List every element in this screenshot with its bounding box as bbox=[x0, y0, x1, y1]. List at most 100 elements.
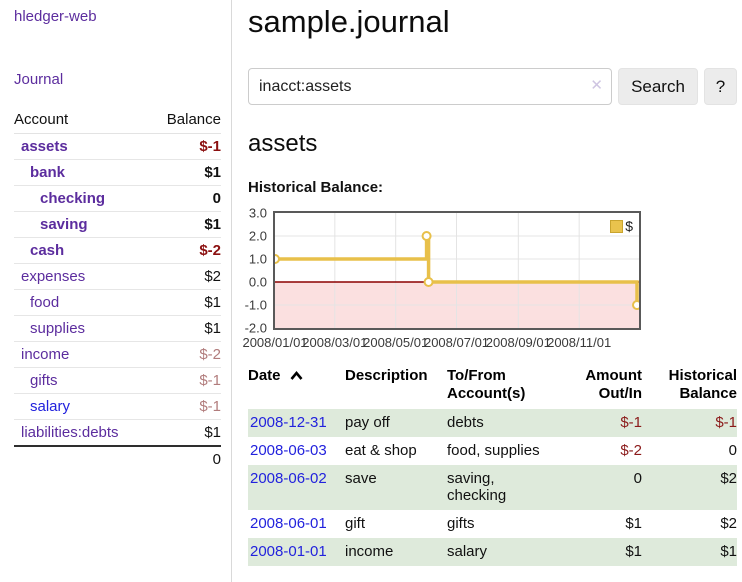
accounts-header-row: Account Balance bbox=[14, 109, 221, 134]
account-row: expenses $2 bbox=[14, 263, 221, 290]
accounts-total-spacer bbox=[14, 445, 151, 472]
account-cell: saving bbox=[14, 211, 151, 238]
account-cell: cash bbox=[14, 237, 151, 264]
register-date-cell: 2008-06-02 bbox=[248, 465, 345, 510]
search-bar: ✕ Search ? bbox=[248, 68, 737, 105]
date-link[interactable]: 2008-06-01 bbox=[250, 515, 327, 532]
chart-plot-area: $ bbox=[273, 211, 641, 330]
register-description-cell: save bbox=[345, 465, 447, 510]
register-header-row: Date Description To/From Account(s) Amou… bbox=[248, 364, 737, 409]
register-balance-cell: $1 bbox=[644, 538, 737, 566]
date-link[interactable]: 2008-12-31 bbox=[250, 414, 327, 431]
chart-x-axis: 2008/01/01 2008/03/01 2008/05/01 2008/07/01… bbox=[242, 334, 641, 350]
account-link[interactable]: assets bbox=[21, 138, 68, 155]
register-date-cell: 2008-12-31 bbox=[248, 409, 345, 437]
account-row: salary $-1 bbox=[14, 393, 221, 420]
register-row: 2008-01-01 income salary $1 $1 bbox=[248, 538, 737, 566]
sidebar-nav: Journal bbox=[14, 71, 221, 89]
account-link[interactable]: supplies bbox=[30, 320, 86, 337]
account-balance: $1 bbox=[150, 289, 221, 316]
search-button[interactable]: Search bbox=[618, 68, 698, 105]
register-date-cell: 2008-06-01 bbox=[248, 510, 345, 538]
accounts-header-balance: Balance bbox=[150, 109, 221, 134]
register-header-date[interactable]: Date bbox=[248, 364, 345, 409]
sort-asc-icon bbox=[290, 370, 303, 380]
register-date-cell: 2008-01-01 bbox=[248, 538, 345, 566]
account-row: income $-2 bbox=[14, 341, 221, 368]
chart-legend: $ bbox=[609, 217, 634, 235]
account-link[interactable]: gifts bbox=[30, 372, 58, 389]
account-link[interactable]: income bbox=[21, 346, 70, 363]
register-balance-cell: $2 bbox=[644, 465, 737, 510]
account-row: cash $-2 bbox=[14, 237, 221, 264]
register-accounts-cell: food, supplies bbox=[447, 442, 540, 459]
account-balance: $2 bbox=[150, 263, 221, 290]
register-amount-cell: $-2 bbox=[620, 442, 642, 459]
account-cell: expenses bbox=[14, 263, 151, 290]
register-header-description: Description bbox=[345, 367, 428, 384]
app-title: hledger-web bbox=[14, 8, 221, 26]
accounts-header-account: Account bbox=[14, 109, 151, 134]
register-amount-cell: 0 bbox=[552, 465, 644, 510]
register-row: 2008-06-02 save saving, checking 0 $2 bbox=[248, 465, 737, 510]
account-balance: $1 bbox=[150, 211, 221, 238]
register-amount-cell: $1 bbox=[552, 538, 644, 566]
search-input[interactable] bbox=[248, 68, 612, 105]
account-link[interactable]: liabilities:debts bbox=[21, 424, 119, 441]
account-cell: bank bbox=[14, 159, 151, 186]
account-balance: $-1 bbox=[150, 133, 221, 160]
account-row: checking 0 bbox=[14, 185, 221, 212]
account-link[interactable]: food bbox=[30, 294, 60, 311]
account-cell: salary bbox=[14, 393, 151, 420]
account-row: liabilities:debts $1 bbox=[14, 419, 221, 447]
y-axis-label: -2.0 bbox=[244, 320, 267, 336]
register-accounts-cell: debts bbox=[447, 409, 552, 437]
account-link[interactable]: bank bbox=[30, 164, 66, 181]
account-row: gifts $-1 bbox=[14, 367, 221, 394]
register-balance-cell: 0 bbox=[728, 442, 737, 459]
app-title-link[interactable]: hledger-web bbox=[14, 8, 97, 25]
register-description-cell: eat & shop bbox=[345, 442, 417, 459]
account-link[interactable]: salary bbox=[30, 398, 71, 415]
x-axis-label: 2008/01/01 bbox=[242, 335, 308, 350]
sidebar-item-journal[interactable]: Journal bbox=[14, 71, 64, 88]
account-link[interactable]: saving bbox=[40, 216, 88, 233]
y-axis-label: 2.0 bbox=[248, 228, 267, 244]
register-description-cell: gift bbox=[345, 515, 366, 532]
account-cell: liabilities:debts bbox=[14, 419, 151, 447]
account-cell: checking bbox=[14, 185, 151, 212]
search-input-wrap: ✕ bbox=[248, 68, 612, 105]
register-row: 2008-06-01 gift gifts $1 $2 bbox=[248, 510, 737, 538]
account-row: food $1 bbox=[14, 289, 221, 316]
chart-y-axis: 3.0 2.0 1.0 0.0 -1.0 -2.0 bbox=[236, 206, 270, 336]
register-header-amount: Amount Out/In bbox=[585, 367, 642, 402]
sidebar: hledger-web Journal Account Balance asse… bbox=[0, 0, 232, 582]
account-link[interactable]: cash bbox=[30, 242, 65, 259]
date-link[interactable]: 2008-01-01 bbox=[250, 543, 327, 560]
register-amount-cell: $-1 bbox=[552, 409, 644, 437]
account-balance: $-2 bbox=[150, 341, 221, 368]
clear-search-icon[interactable]: ✕ bbox=[590, 77, 603, 94]
account-row: assets $-1 bbox=[14, 133, 221, 160]
register-accounts-cell: salary bbox=[447, 538, 552, 566]
y-axis-label: 3.0 bbox=[248, 205, 267, 221]
legend-swatch bbox=[610, 219, 624, 233]
date-link[interactable]: 2008-06-03 bbox=[250, 442, 327, 459]
x-axis-label: 2008/09/01 bbox=[485, 335, 551, 350]
register-description-cell: pay off bbox=[345, 409, 447, 437]
legend-label: $ bbox=[625, 218, 633, 234]
y-axis-label: 1.0 bbox=[248, 251, 267, 267]
account-row: supplies $1 bbox=[14, 315, 221, 342]
account-cell: food bbox=[14, 289, 151, 316]
account-link[interactable]: checking bbox=[40, 190, 106, 207]
account-balance: $-1 bbox=[150, 393, 221, 420]
register-table: Date Description To/From Account(s) Amou… bbox=[248, 364, 737, 566]
account-balance: $1 bbox=[150, 419, 221, 447]
x-axis-label: 2008/07/01 bbox=[423, 335, 490, 350]
help-button[interactable]: ? bbox=[704, 68, 737, 105]
date-link[interactable]: 2008-06-02 bbox=[250, 470, 327, 487]
account-row: saving $1 bbox=[14, 211, 221, 238]
account-cell: assets bbox=[14, 133, 151, 160]
account-link[interactable]: expenses bbox=[21, 268, 86, 285]
account-balance: $1 bbox=[150, 315, 221, 342]
